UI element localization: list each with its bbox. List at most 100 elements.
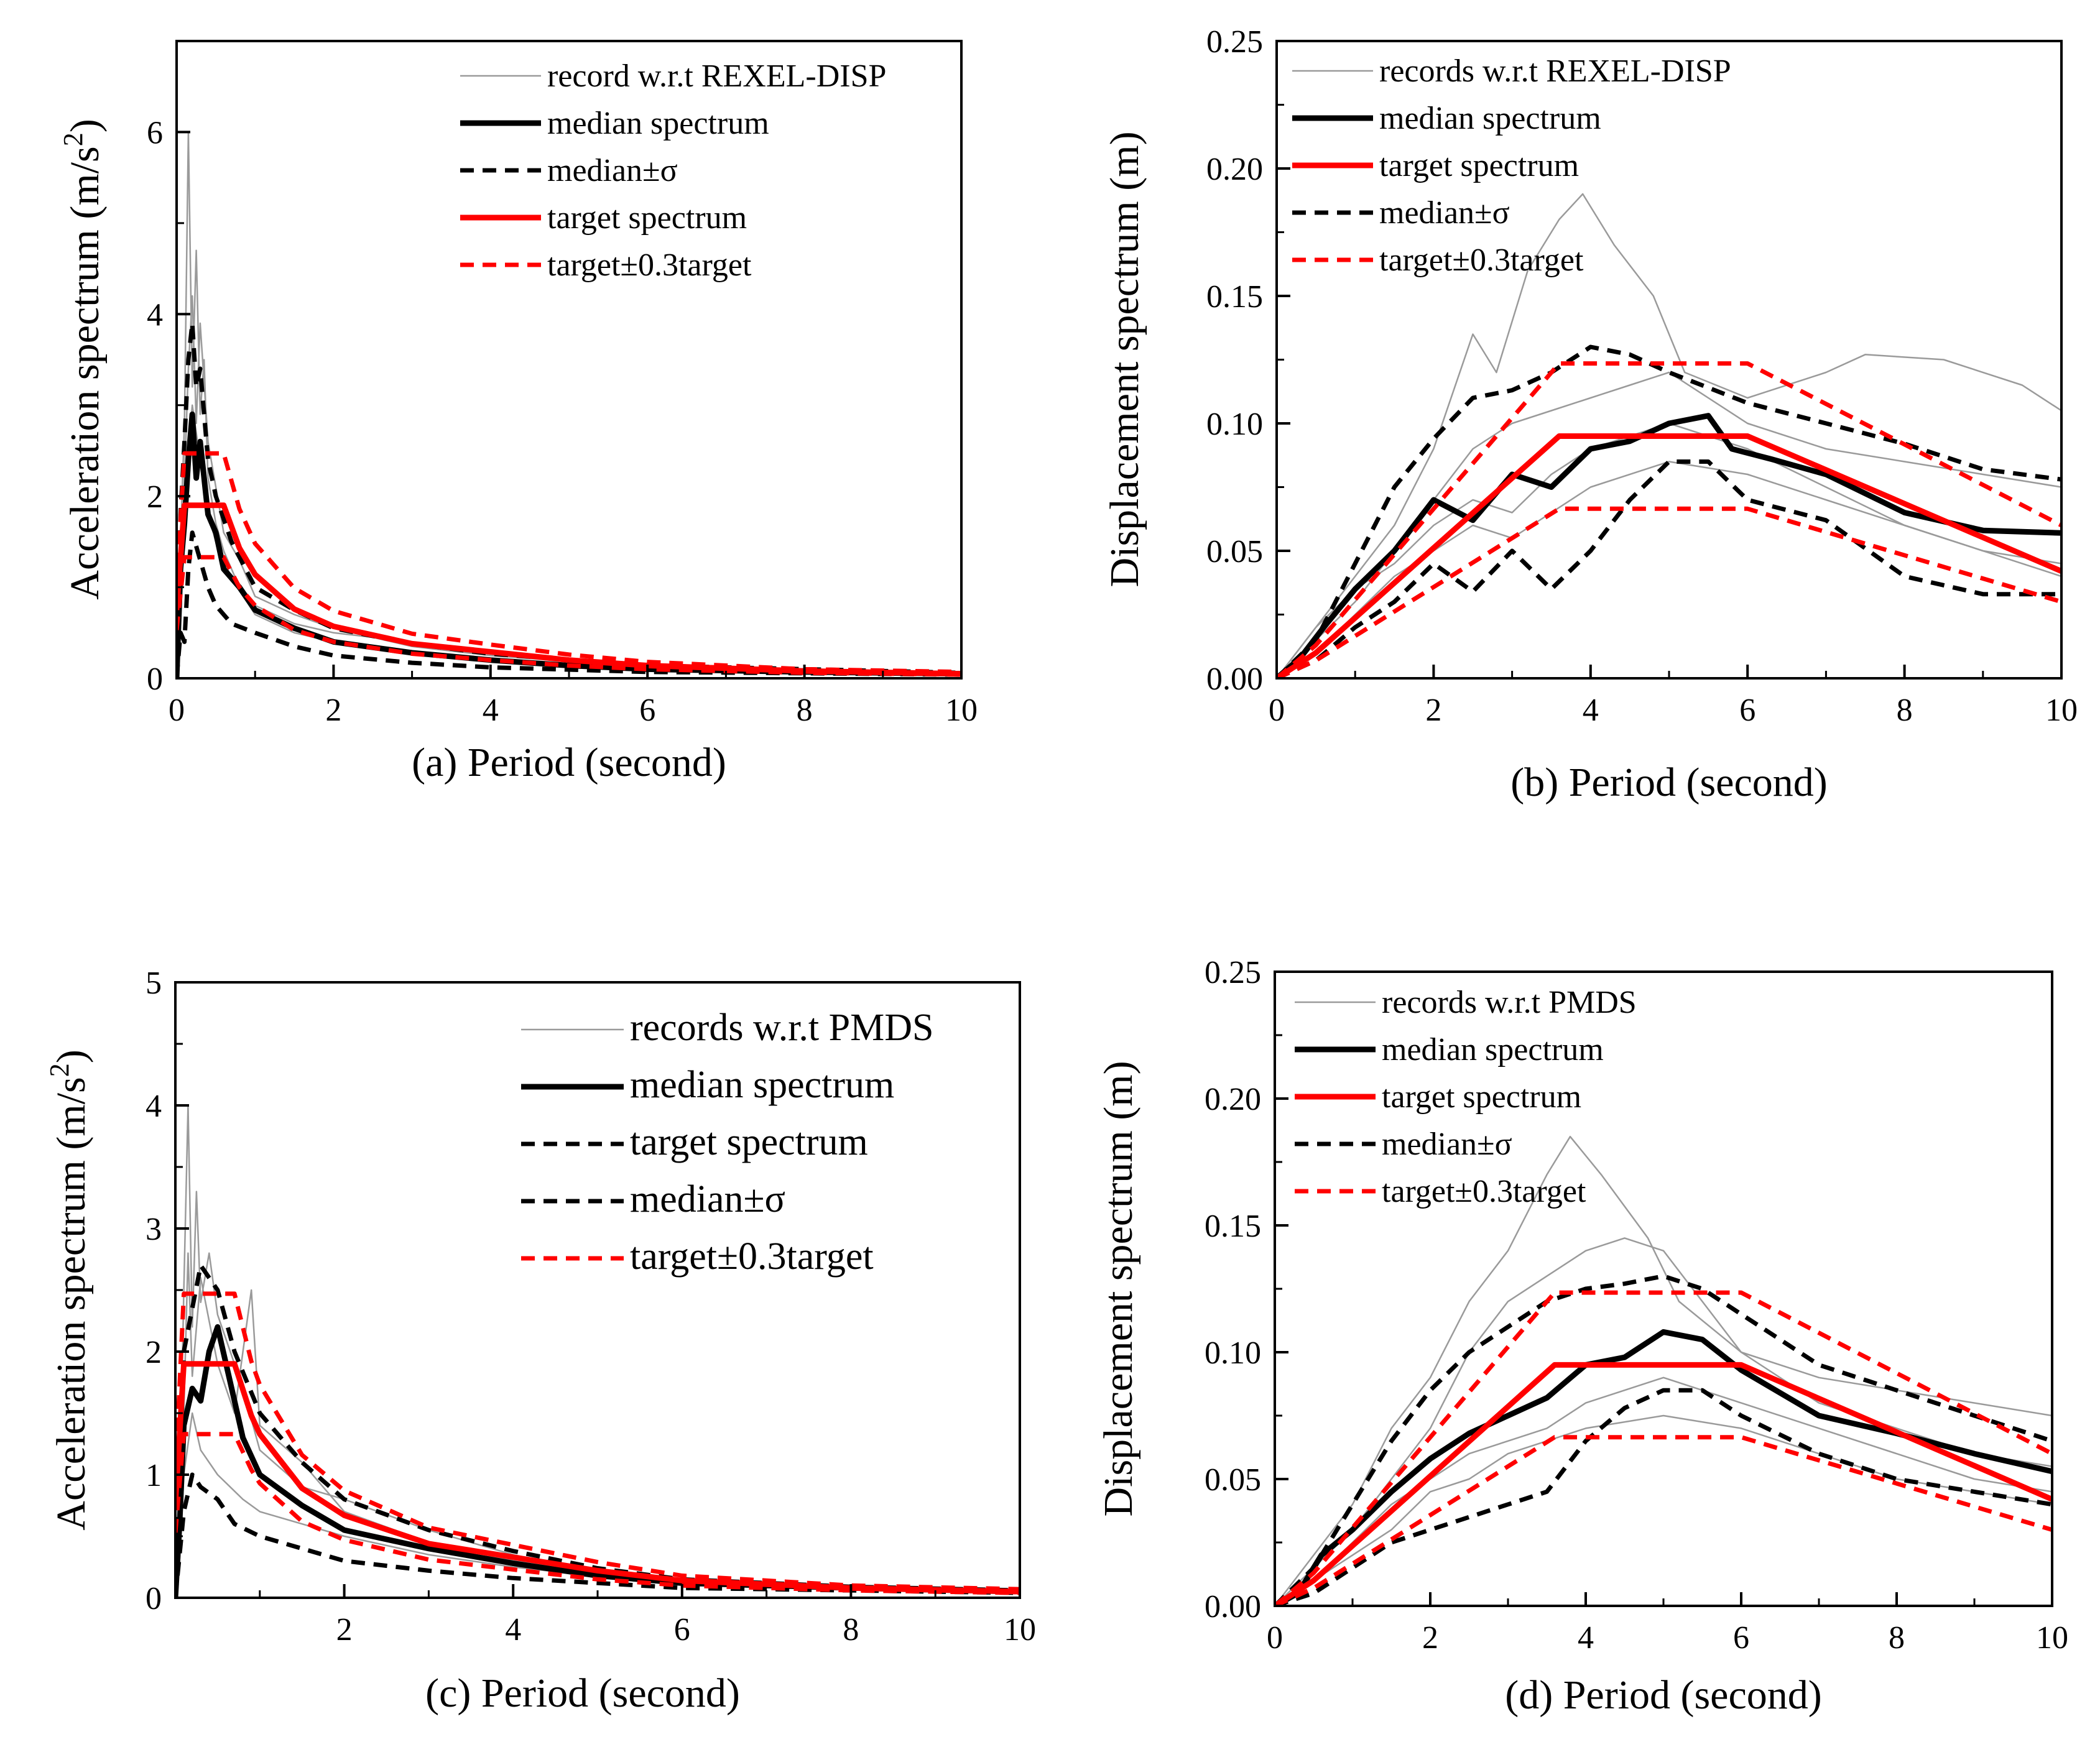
panel-a-target-0-3target-line: [177, 451, 961, 675]
panel-b-record-line-2: [1277, 371, 2061, 678]
panel-c-x-tick-label: 2: [336, 1612, 353, 1648]
panel-a-x-tick-label: 8: [797, 693, 813, 728]
panel-c-x-tick-label: 6: [674, 1612, 690, 1648]
panel-b-x-tick-label: 8: [1897, 693, 1913, 728]
panel-b-target-0-3target-line: [1277, 361, 2061, 678]
panel-d-x-tick-label: 0: [1267, 1620, 1283, 1656]
panel-c-ticks: 2 4 6 8 10 0 1 2 3 4 5: [146, 966, 1036, 1648]
panel-c-y-tick-label: 5: [146, 966, 162, 1001]
panel-c-y-tick-label: 1: [146, 1458, 162, 1493]
panel-c-target-0-3target-line: [175, 1291, 1020, 1592]
panel-c-y-tick-label: 2: [146, 1335, 162, 1370]
panel-a-x-axis-title: (a) Period (second): [412, 740, 726, 785]
panel-d-x-tick-label: 6: [1733, 1620, 1749, 1656]
panel-b-y-tick-label: 0.10: [1206, 407, 1263, 442]
panel-d-target-0-3target-line: [1275, 1435, 2052, 1606]
panel-b-x-tick-label: 0: [1269, 693, 1285, 728]
panel-b-median-spectrum-line: [1277, 413, 2061, 678]
panel-c-y-tick-label: 0: [146, 1581, 162, 1616]
panel-a-median-line: [177, 530, 961, 678]
panel-b-x-tick-label: 10: [2045, 693, 2078, 728]
panel-b-y-tick-label: 0.20: [1206, 152, 1263, 187]
panel-a-x-tick-label: 0: [169, 693, 185, 728]
panel-b-x-tick-label: 4: [1583, 693, 1599, 728]
panel-b-legend: records w.r.t REXEL-DISP median spectrum t…: [1292, 53, 1731, 278]
panel-c-lines: [175, 1104, 1020, 1598]
panel-d-x-tick-label: 4: [1578, 1620, 1594, 1656]
panel-c-record-line-3: [175, 1412, 1020, 1598]
panel-d-legend-label: target spectrum: [1382, 1079, 1581, 1115]
panel-c-legend-label: median spectrum: [630, 1064, 894, 1106]
panel-a-legend-label: median±σ: [547, 153, 678, 188]
panel-d-x-tick-label: 8: [1889, 1620, 1905, 1656]
panel-d-target-0-3target-line: [1275, 1290, 2052, 1606]
panel-a-y-tick-label: 6: [147, 115, 163, 150]
panel-d-legend: records w.r.t PMDS median spectrum target …: [1295, 985, 1637, 1209]
panel-b-ticks: 0 2 4 6 8 10 0.00 0.05 0.10 0.15 0.20 0.25: [1206, 24, 2078, 728]
panel-b-legend-label: records w.r.t REXEL-DISP: [1379, 53, 1731, 89]
panel-c-x-axis-title: (c) Period (second): [425, 1671, 740, 1716]
panel-d-median-line: [1275, 1388, 2052, 1606]
panel-c-median-line: [175, 1472, 1020, 1598]
panel-d-y-axis-title: Displacement spectrum (m): [1096, 1061, 1141, 1516]
panel-b-median-line: [1277, 459, 2061, 678]
panel-c-legend: records w.r.t PMDS median spectrum target …: [521, 1007, 934, 1278]
panel-d-y-tick-label: 0.15: [1205, 1209, 1261, 1244]
panel-a-x-tick-label: 4: [483, 693, 499, 728]
panel-d-lines: [1275, 1135, 2052, 1606]
panel-b-y-tick-label: 0.00: [1206, 661, 1263, 697]
panel-a-legend-label: median spectrum: [547, 106, 769, 141]
panel-a-y-tick-label: 4: [147, 297, 163, 333]
panel-c-y-tick-label: 4: [146, 1089, 162, 1124]
panel-c-legend-label: records w.r.t PMDS: [630, 1007, 934, 1049]
panel-d-y-tick-label: 0.00: [1205, 1589, 1261, 1625]
panel-b-legend-label: target±0.3target: [1379, 242, 1584, 278]
panel-d-y-tick-label: 0.10: [1205, 1335, 1261, 1371]
panel-a-legend-label: target spectrum: [547, 200, 747, 236]
panel-c-legend-label: target spectrum: [630, 1121, 868, 1163]
panel-c-x-tick-label: 4: [505, 1612, 521, 1648]
panel-d-x-tick-label: 10: [2036, 1620, 2068, 1656]
panel-b-x-tick-label: 2: [1425, 693, 1441, 728]
panel-b-legend-label: median±σ: [1379, 195, 1510, 231]
panel-d-legend-label: records w.r.t PMDS: [1382, 985, 1637, 1020]
panel-a-legend-label: target±0.3target: [547, 247, 752, 283]
panel-b-y-tick-label: 0.15: [1206, 279, 1263, 315]
panel-c-legend-label: median±σ: [630, 1178, 785, 1220]
panel-d-legend-label: median±σ: [1382, 1127, 1512, 1162]
panel-b-y-tick-label: 0.25: [1206, 24, 1263, 60]
panel-d-median-line: [1275, 1274, 2052, 1606]
panel-a-legend-label: record w.r.t REXEL-DISP: [547, 58, 886, 94]
panel-c-y-tick-label: 3: [146, 1212, 162, 1247]
panel-d-y-tick-label: 0.25: [1205, 955, 1261, 990]
panel-d-target-spectrum-line: [1275, 1362, 2052, 1606]
panel-b-x-tick-label: 6: [1739, 693, 1755, 728]
panel-d-x-tick-label: 2: [1422, 1620, 1438, 1656]
panel-b-target-spectrum-line: [1277, 433, 2061, 678]
panel-a-acceleration-rexel: 0 2 4 6 8 10 0 2 4 6 (a) Period (second) Accelera…: [58, 40, 978, 785]
panel-c-y-axis-title: Acceleration spectrum (m/s2): [44, 1049, 94, 1530]
panel-d-record-line-3: [1275, 1376, 2052, 1606]
panel-a-y-tick-label: 2: [147, 479, 163, 515]
panel-b-median-line: [1277, 344, 2061, 678]
panel-b-record-line-1: [1277, 193, 2061, 678]
panel-c-target-spectrum-line: [175, 1361, 1020, 1595]
panel-c-legend-label: target±0.3target: [630, 1235, 874, 1278]
panel-b-target-0-3target-line: [1277, 506, 2061, 678]
panel-a-y-tick-label: 0: [147, 661, 163, 697]
panel-a-x-tick-label: 10: [945, 693, 978, 728]
panel-d-record-line-1: [1275, 1135, 2052, 1606]
panel-b-y-axis-title: Displacement spectrum (m): [1102, 131, 1147, 587]
panel-b-displacement-rexel: 0 2 4 6 8 10 0.00 0.05 0.10 0.15 0.20 0.25 (b) Peri…: [1102, 24, 2078, 805]
panel-a-legend: record w.r.t REXEL-DISP median spectrum me…: [460, 58, 886, 283]
panel-d-y-tick-label: 0.20: [1205, 1082, 1261, 1117]
panel-b-x-axis-title: (b) Period (second): [1510, 760, 1828, 805]
panel-a-y-axis-title: Acceleration spectrum (m/s2): [58, 119, 108, 599]
panel-a-ticks: 0 2 4 6 8 10 0 2 4 6: [147, 115, 978, 728]
panel-a-x-tick-label: 2: [325, 693, 341, 728]
panel-d-legend-label: target±0.3target: [1382, 1174, 1586, 1209]
panel-b-y-tick-label: 0.05: [1206, 534, 1263, 569]
panel-c-acceleration-pmds: 2 4 6 8 10 0 1 2 3 4 5 (c) Period (second) Acceler…: [44, 966, 1036, 1716]
